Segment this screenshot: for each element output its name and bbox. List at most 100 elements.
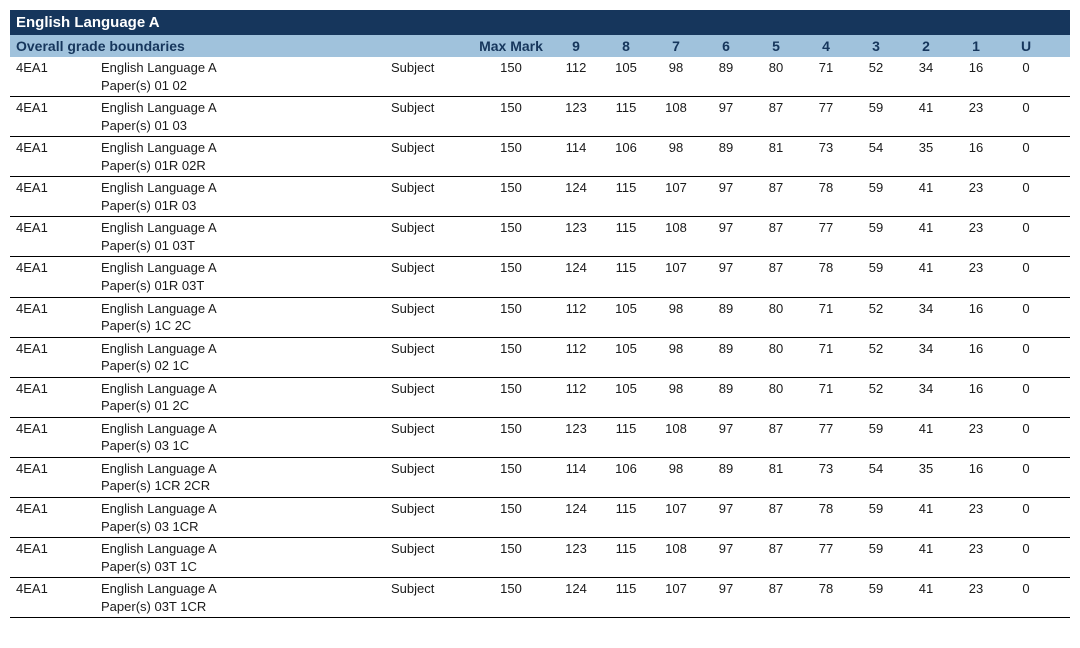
cell-grade: 59 bbox=[851, 179, 901, 197]
col-grade-7: 7 bbox=[651, 38, 701, 54]
cell-grade: 16 bbox=[951, 460, 1001, 478]
col-grade-2: 2 bbox=[901, 38, 951, 54]
cell-level: Subject bbox=[391, 500, 471, 518]
cell-grade: 115 bbox=[601, 219, 651, 237]
cell-code: 4EA1 bbox=[16, 460, 101, 478]
cell-grade: 78 bbox=[801, 500, 851, 518]
cell-grade: 77 bbox=[801, 219, 851, 237]
cell-grade: 123 bbox=[551, 219, 601, 237]
cell-grade: 108 bbox=[651, 219, 701, 237]
cell-description: English Language APaper(s) 02 1C bbox=[101, 340, 391, 375]
table-row: 4EA1English Language APaper(s) 01R 02RSu… bbox=[10, 137, 1070, 177]
cell-description: English Language APaper(s) 03 1CR bbox=[101, 500, 391, 535]
cell-code: 4EA1 bbox=[16, 219, 101, 237]
table-row: 4EA1English Language APaper(s) 01 03Subj… bbox=[10, 97, 1070, 137]
cell-grade: 97 bbox=[701, 540, 751, 558]
cell-grade: 89 bbox=[701, 340, 751, 358]
papers-line: Paper(s) 01 02 bbox=[101, 77, 391, 95]
cell-description: English Language APaper(s) 01 02 bbox=[101, 59, 391, 94]
cell-description: English Language APaper(s) 01 03 bbox=[101, 99, 391, 134]
subject-name: English Language A bbox=[101, 99, 391, 117]
cell-grade: 87 bbox=[751, 500, 801, 518]
cell-grade: 52 bbox=[851, 59, 901, 77]
cell-level: Subject bbox=[391, 420, 471, 438]
cell-code: 4EA1 bbox=[16, 59, 101, 77]
cell-grade: 41 bbox=[901, 179, 951, 197]
cell-grade: 97 bbox=[701, 580, 751, 598]
cell-grade: 98 bbox=[651, 139, 701, 157]
cell-level: Subject bbox=[391, 380, 471, 398]
cell-grade: 87 bbox=[751, 179, 801, 197]
cell-level: Subject bbox=[391, 300, 471, 318]
subject-name: English Language A bbox=[101, 540, 391, 558]
papers-line: Paper(s) 02 1C bbox=[101, 357, 391, 375]
cell-grade: 23 bbox=[951, 99, 1001, 117]
cell-code: 4EA1 bbox=[16, 259, 101, 277]
cell-description: English Language APaper(s) 03T 1C bbox=[101, 540, 391, 575]
cell-grade: 112 bbox=[551, 340, 601, 358]
cell-grade: 123 bbox=[551, 420, 601, 438]
papers-line: Paper(s) 03T 1C bbox=[101, 558, 391, 576]
cell-grade: 77 bbox=[801, 99, 851, 117]
papers-line: Paper(s) 01R 03 bbox=[101, 197, 391, 215]
cell-grade: 34 bbox=[901, 340, 951, 358]
cell-grade: 106 bbox=[601, 460, 651, 478]
cell-grade: 77 bbox=[801, 540, 851, 558]
cell-grade: 54 bbox=[851, 460, 901, 478]
papers-line: Paper(s) 01 03T bbox=[101, 237, 391, 255]
cell-code: 4EA1 bbox=[16, 380, 101, 398]
cell-grade: 105 bbox=[601, 340, 651, 358]
cell-grade: 16 bbox=[951, 139, 1001, 157]
cell-grade: 87 bbox=[751, 420, 801, 438]
cell-maxmark: 150 bbox=[471, 259, 551, 277]
subject-name: English Language A bbox=[101, 259, 391, 277]
cell-grade: 89 bbox=[701, 460, 751, 478]
cell-grade: 41 bbox=[901, 500, 951, 518]
cell-grade: 23 bbox=[951, 420, 1001, 438]
cell-grade: 108 bbox=[651, 540, 701, 558]
subject-name: English Language A bbox=[101, 420, 391, 438]
cell-grade: 34 bbox=[901, 380, 951, 398]
subject-name: English Language A bbox=[101, 380, 391, 398]
cell-grade: 16 bbox=[951, 340, 1001, 358]
cell-grade: 115 bbox=[601, 420, 651, 438]
cell-level: Subject bbox=[391, 179, 471, 197]
papers-line: Paper(s) 01 2C bbox=[101, 397, 391, 415]
cell-grade: 98 bbox=[651, 460, 701, 478]
cell-grade: 107 bbox=[651, 179, 701, 197]
cell-grade: 0 bbox=[1001, 420, 1051, 438]
cell-grade: 78 bbox=[801, 580, 851, 598]
cell-code: 4EA1 bbox=[16, 420, 101, 438]
cell-grade: 59 bbox=[851, 219, 901, 237]
cell-grade: 0 bbox=[1001, 460, 1051, 478]
col-grade-6: 6 bbox=[701, 38, 751, 54]
cell-grade: 105 bbox=[601, 59, 651, 77]
cell-grade: 0 bbox=[1001, 139, 1051, 157]
cell-grade: 23 bbox=[951, 500, 1001, 518]
cell-grade: 78 bbox=[801, 179, 851, 197]
cell-grade: 89 bbox=[701, 59, 751, 77]
cell-grade: 59 bbox=[851, 420, 901, 438]
cell-grade: 0 bbox=[1001, 380, 1051, 398]
col-grade-u: U bbox=[1001, 38, 1051, 54]
cell-grade: 0 bbox=[1001, 59, 1051, 77]
cell-grade: 80 bbox=[751, 340, 801, 358]
cell-level: Subject bbox=[391, 139, 471, 157]
cell-maxmark: 150 bbox=[471, 340, 551, 358]
cell-grade: 98 bbox=[651, 340, 701, 358]
cell-maxmark: 150 bbox=[471, 540, 551, 558]
cell-grade: 81 bbox=[751, 460, 801, 478]
cell-code: 4EA1 bbox=[16, 179, 101, 197]
col-grade-8: 8 bbox=[601, 38, 651, 54]
cell-grade: 115 bbox=[601, 500, 651, 518]
cell-grade: 52 bbox=[851, 380, 901, 398]
cell-grade: 89 bbox=[701, 139, 751, 157]
papers-line: Paper(s) 03 1CR bbox=[101, 518, 391, 536]
cell-code: 4EA1 bbox=[16, 340, 101, 358]
cell-grade: 73 bbox=[801, 460, 851, 478]
col-grade-1: 1 bbox=[951, 38, 1001, 54]
table-row: 4EA1English Language APaper(s) 01R 03TSu… bbox=[10, 257, 1070, 297]
papers-line: Paper(s) 01R 02R bbox=[101, 157, 391, 175]
table-row: 4EA1English Language APaper(s) 01R 03Sub… bbox=[10, 177, 1070, 217]
cell-maxmark: 150 bbox=[471, 59, 551, 77]
